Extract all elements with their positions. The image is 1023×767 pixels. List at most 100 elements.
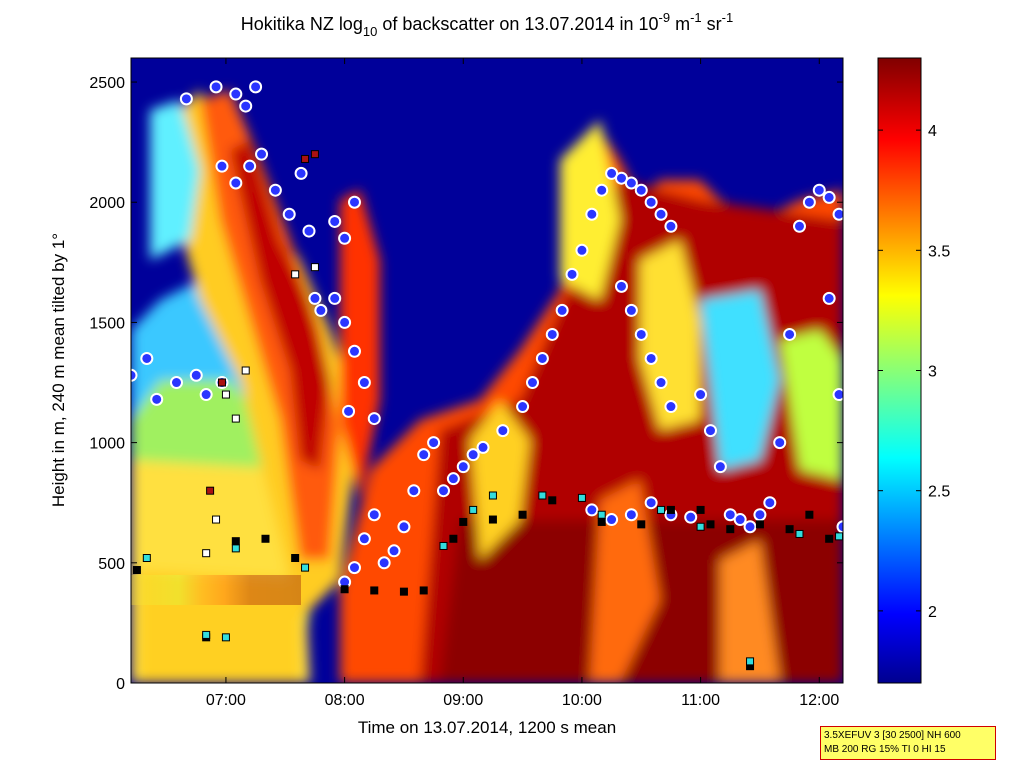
cloud-base-marker — [585, 207, 599, 221]
square-marker — [706, 520, 715, 529]
cloud-base-marker — [476, 440, 490, 454]
cloud-base-marker — [294, 166, 308, 180]
square-marker — [202, 630, 211, 639]
square-marker — [795, 529, 804, 538]
cloud-base-marker — [516, 400, 530, 414]
y-tick-label: 1500 — [89, 315, 125, 332]
cloud-base-marker — [308, 291, 322, 305]
square-marker — [217, 378, 226, 387]
cloud-base-marker — [150, 392, 164, 406]
cloud-base-marker — [249, 80, 263, 94]
square-marker — [755, 520, 764, 529]
cloud-base-marker — [822, 190, 836, 204]
cloud-base-marker — [802, 195, 816, 209]
cloud-base-marker — [229, 176, 243, 190]
plot-frame — [130, 57, 844, 684]
cloud-base-marker — [436, 484, 450, 498]
cloud-base-marker — [199, 388, 213, 402]
cloud-base-marker — [466, 448, 480, 462]
square-marker — [142, 554, 151, 562]
cloud-base-marker — [713, 460, 727, 474]
square-marker — [518, 510, 527, 519]
square-marker — [637, 520, 646, 529]
cloud-base-marker — [822, 291, 836, 305]
cloud-base-marker — [723, 508, 737, 522]
square-marker — [261, 534, 270, 543]
square-marker — [805, 510, 814, 519]
cloud-base-marker — [585, 503, 599, 517]
square-marker — [291, 554, 300, 562]
square-marker — [666, 505, 675, 514]
cloud-base-marker — [763, 496, 777, 510]
square-marker — [231, 544, 240, 553]
cloud-base-marker — [282, 207, 296, 221]
x-tick-label: 12:00 — [799, 692, 839, 709]
square-marker — [221, 390, 230, 399]
y-tick-label: 1000 — [89, 436, 125, 453]
cloud-base-marker — [357, 376, 371, 390]
chart-title: Hokitika NZ log10 of backscatter on 13.0… — [241, 10, 733, 39]
colorbar-ticks: 2 2.5 3 3.5 4 — [878, 123, 950, 621]
cloud-base-marker — [367, 412, 381, 426]
square-marker — [696, 505, 705, 514]
cloud-base-marker — [634, 327, 648, 341]
cloud-base-marker — [595, 183, 609, 197]
cloud-base-marker — [624, 176, 638, 190]
cloud-base-marker — [684, 510, 698, 524]
cloud-base-marker — [239, 99, 253, 113]
x-axis-ticks: 07:00 08:00 09:00 10:00 11:00 12:00 — [206, 58, 839, 709]
cloud-base-marker — [131, 368, 138, 382]
cloud-base-marker — [644, 195, 658, 209]
cloud-base-marker — [456, 460, 470, 474]
square-marker — [310, 263, 319, 272]
cloud-base-marker — [753, 508, 767, 522]
colorbar-tick-label: 3 — [928, 364, 937, 381]
cloud-base-marker — [783, 327, 797, 341]
cloud-base-marker — [302, 224, 316, 238]
square-marker — [231, 414, 240, 423]
colorbar-tick-label: 2 — [928, 604, 937, 621]
cloud-base-marker — [664, 400, 678, 414]
cloud-base-marker — [634, 183, 648, 197]
square-marker — [835, 532, 843, 541]
x-tick-label: 10:00 — [562, 692, 602, 709]
cloud-base-marker — [243, 159, 257, 173]
cloud-base-marker — [654, 207, 668, 221]
square-marker — [548, 496, 557, 505]
cloud-base-marker — [773, 436, 787, 450]
cloud-base-marker — [328, 214, 342, 228]
x-tick-label: 11:00 — [681, 692, 720, 709]
y-tick-label: 2000 — [89, 195, 125, 212]
cloud-base-marker — [624, 508, 638, 522]
cloud-base-marker — [535, 351, 549, 365]
square-marker — [439, 541, 448, 550]
cloud-base-marker — [268, 183, 282, 197]
y-tick-label: 2500 — [89, 75, 125, 92]
cloud-base-marker — [703, 424, 717, 438]
cloud-base-marker — [417, 448, 431, 462]
x-axis-label: Time on 13.07.2014, 1200 s mean — [358, 718, 616, 737]
cloud-base-marker — [614, 279, 628, 293]
cloud-base-marker — [189, 368, 203, 382]
cloud-base-marker — [733, 513, 747, 527]
x-tick-label: 09:00 — [443, 692, 483, 709]
backscatter-heatmap — [131, 58, 843, 683]
square-marker — [746, 657, 755, 666]
square-marker — [459, 517, 468, 526]
cloud-base-marker — [565, 267, 579, 281]
cloud-base-marker — [555, 303, 569, 317]
colorbar — [877, 57, 922, 684]
square-marker — [221, 633, 230, 642]
cloud-base-marker — [209, 80, 223, 94]
square-marker — [538, 491, 547, 500]
cloud-base-marker — [179, 92, 193, 106]
square-marker — [202, 549, 211, 558]
cloud-base-marker — [140, 351, 154, 365]
square-marker — [657, 505, 666, 514]
cloud-base-marker — [215, 159, 229, 173]
colorbar-tick-label: 2.5 — [928, 484, 950, 501]
cloud-base-marker — [832, 388, 843, 402]
cloud-base-marker — [397, 520, 411, 534]
colorbar-tick-label: 3.5 — [928, 243, 950, 260]
